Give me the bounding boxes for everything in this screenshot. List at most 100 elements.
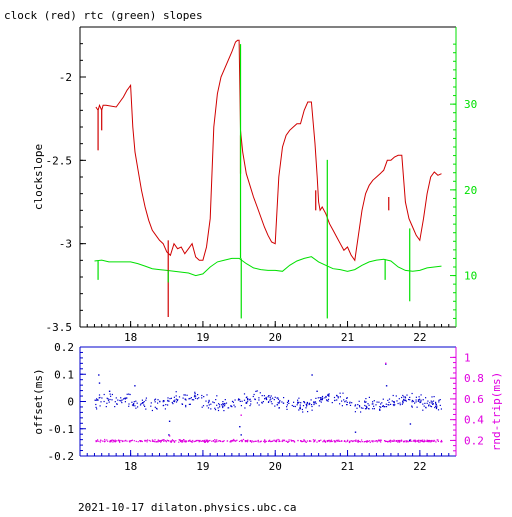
- offset-point: [109, 398, 111, 401]
- offset-point: [269, 396, 271, 399]
- offset-point: [288, 402, 290, 404]
- offset-point: [324, 397, 326, 399]
- offset-outlier-point: [409, 439, 411, 441]
- rndtrip-point: [233, 439, 235, 441]
- offset-point: [157, 402, 159, 404]
- rndtrip-point: [393, 440, 395, 442]
- rndtrip-point: [183, 441, 185, 443]
- offset-point: [423, 405, 425, 407]
- offset-point: [241, 400, 243, 402]
- rndtrip-point: [263, 440, 265, 442]
- rndtrip-point: [110, 440, 113, 442]
- rndtrip-point: [123, 440, 125, 442]
- rndtrip-point: [437, 439, 439, 441]
- offset-point: [357, 404, 359, 406]
- rndtrip-point: [162, 439, 164, 441]
- offset-point: [231, 400, 234, 402]
- rndtrip-point: [173, 441, 175, 443]
- offset-x-tick-label: 21: [341, 460, 354, 473]
- rndtrip-point: [343, 440, 346, 442]
- offset-point: [382, 405, 384, 407]
- offset-point: [144, 405, 146, 407]
- offset-point: [321, 399, 323, 401]
- offset-point: [399, 404, 401, 406]
- offset-point: [395, 395, 397, 397]
- offset-point: [366, 407, 368, 409]
- rndtrip-point: [170, 441, 172, 443]
- rndtrip-point: [233, 438, 235, 441]
- offset-point: [133, 403, 135, 405]
- offset-point: [359, 406, 361, 408]
- offset-point: [184, 394, 186, 396]
- rndtrip-point: [277, 438, 279, 441]
- offset-point: [314, 401, 316, 403]
- rndtrip-point: [437, 440, 439, 442]
- offset-point: [283, 397, 285, 399]
- offset-point: [392, 394, 394, 397]
- rndtrip-point: [200, 440, 202, 442]
- rndtrip-point: [241, 440, 243, 442]
- offset-point: [439, 399, 441, 401]
- offset-point: [428, 405, 430, 407]
- rndtrip-point: [389, 441, 391, 443]
- offset-point: [173, 396, 175, 398]
- offset-point: [327, 393, 329, 395]
- offset-point: [271, 403, 273, 405]
- rndtrip-outlier-point: [240, 414, 242, 416]
- rndtrip-point: [268, 440, 270, 442]
- offset-point: [201, 406, 203, 408]
- offset-point: [219, 406, 221, 408]
- rndtrip-point: [126, 440, 128, 442]
- offset-point: [294, 405, 296, 408]
- offset-point: [133, 401, 135, 403]
- rndtrip-point: [423, 440, 426, 442]
- offset-point: [140, 403, 142, 405]
- rndtrip-point: [292, 440, 294, 442]
- rndtrip-point: [212, 440, 214, 442]
- rndtrip-point: [347, 440, 349, 442]
- rndtrip-point: [192, 439, 194, 442]
- offset-point: [270, 395, 272, 397]
- rndtrip-point: [244, 440, 247, 442]
- rndtrip-point: [133, 440, 135, 442]
- rndtrip-point: [111, 439, 114, 441]
- rndtrip-point: [271, 440, 273, 442]
- offset-point: [306, 401, 308, 404]
- offset-point: [141, 399, 143, 401]
- offset-point: [282, 402, 284, 404]
- offset-point: [95, 399, 97, 401]
- offset-point: [115, 397, 117, 399]
- offset-x-tick-label: 20: [269, 460, 282, 473]
- offset-point: [191, 399, 193, 401]
- rndtrip-point: [164, 440, 166, 442]
- rndtrip-point: [209, 439, 211, 442]
- offset-x-tick-label: 18: [124, 460, 137, 473]
- offset-point: [210, 408, 212, 410]
- rndtrip-point: [113, 440, 115, 442]
- y-tick-label: -3: [59, 238, 72, 251]
- offset-point: [305, 403, 307, 406]
- offset-point: [216, 395, 218, 397]
- offset-point: [411, 401, 413, 403]
- offset-point: [339, 396, 341, 398]
- rndtrip-point: [107, 440, 109, 442]
- offset-point: [358, 400, 360, 402]
- rndtrip-point: [167, 440, 169, 442]
- rndtrip-point: [206, 439, 208, 442]
- rndtrip-point: [399, 440, 401, 442]
- offset-point: [337, 397, 339, 399]
- offset-point: [286, 401, 289, 404]
- offset-outlier-point: [134, 385, 136, 387]
- offset-point: [310, 399, 312, 401]
- rndtrip-point: [424, 440, 426, 442]
- rndtrip-point: [234, 440, 237, 442]
- rndtrip-point: [329, 441, 331, 443]
- rndtrip-point: [361, 441, 363, 443]
- offset-point: [237, 399, 239, 401]
- offset-point: [124, 397, 126, 399]
- offset-point: [95, 406, 97, 408]
- rndtrip-point: [191, 440, 193, 443]
- rndtrip-point: [338, 439, 340, 441]
- offset-point: [100, 401, 102, 403]
